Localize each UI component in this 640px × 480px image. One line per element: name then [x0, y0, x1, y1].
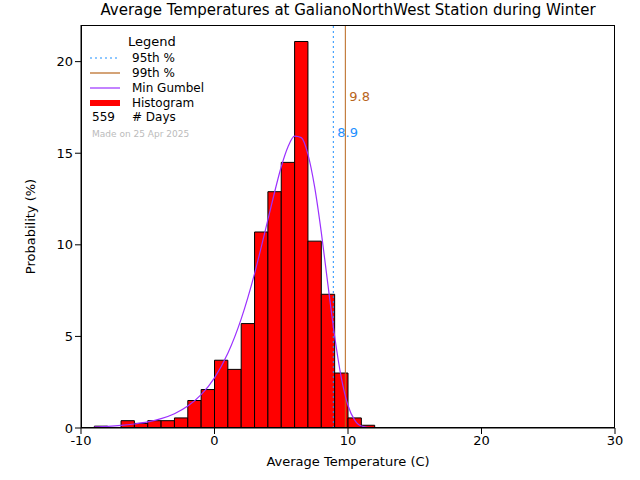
- svg-text:0: 0: [65, 421, 73, 436]
- svg-text:15: 15: [56, 146, 73, 161]
- html-text:# Days: # Days: [132, 110, 176, 124]
- html-text:Legend: Legend: [128, 34, 176, 49]
- svg-text:Probability (%): Probability (%): [23, 179, 38, 274]
- html-text:559: 559: [92, 110, 115, 124]
- svg-text:Average Temperature (C): Average Temperature (C): [266, 454, 429, 469]
- svg-text:5: 5: [65, 329, 73, 344]
- svg-text:10: 10: [56, 237, 73, 252]
- html-text:95th %: 95th %: [132, 50, 175, 65]
- html-text:Average Temperatures at Galian: Average Temperatures at GalianoNorthWest…: [100, 1, 596, 19]
- svg-text:9.8: 9.8: [349, 89, 370, 104]
- html-text:Histogram: Histogram: [132, 95, 195, 110]
- svg-text:30: 30: [607, 433, 624, 448]
- html-text:99th %: 99th %: [132, 65, 175, 80]
- svg-text:20: 20: [56, 54, 73, 69]
- html-text:Made on 25 Apr 2025: Made on 25 Apr 2025: [92, 129, 190, 139]
- svg-text:8.9: 8.9: [337, 125, 358, 140]
- svg-text:10: 10: [340, 433, 357, 448]
- html-text:Min Gumbel: Min Gumbel: [132, 80, 204, 95]
- svg-text:20: 20: [473, 433, 490, 448]
- svg-text:-10: -10: [70, 433, 91, 448]
- svg-text:0: 0: [210, 433, 218, 448]
